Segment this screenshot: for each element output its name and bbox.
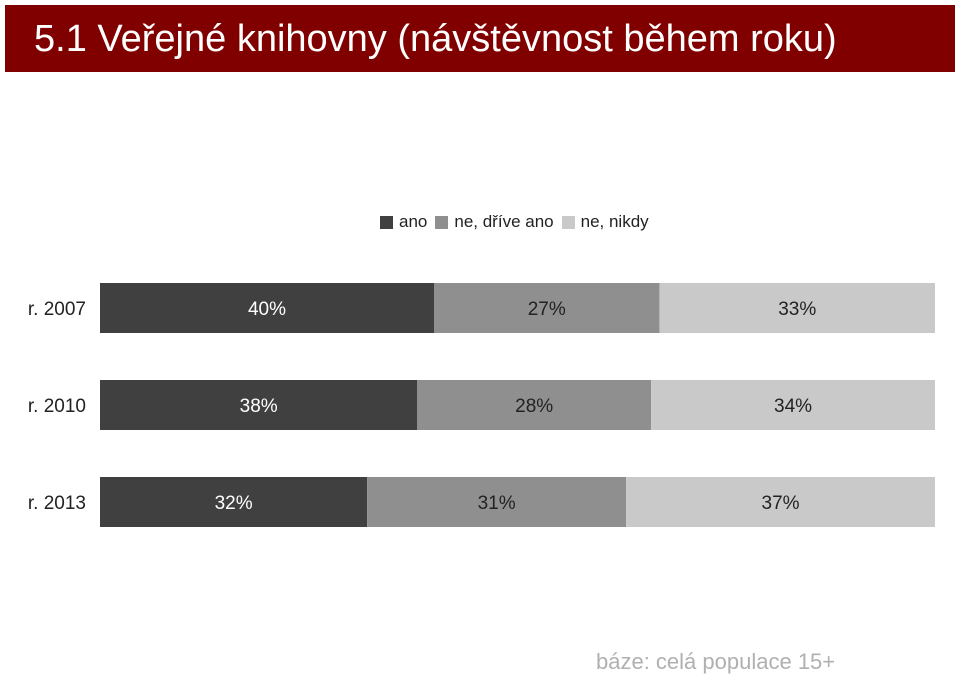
bar-segment — [100, 283, 434, 333]
data-label: 34% — [774, 396, 812, 417]
legend-item-ne-drive-ano: ne, dříve ano — [435, 212, 554, 232]
data-label: 31% — [478, 493, 516, 514]
data-label: 33% — [778, 299, 816, 320]
base-note: báze: celá populace 15+ — [596, 649, 836, 674]
data-label: 32% — [215, 493, 253, 514]
bar-segment — [417, 380, 652, 430]
category-label: r. 2010 — [28, 396, 86, 417]
legend-item-ano: ano — [380, 212, 427, 232]
legend-label-ne-drive-ano: ne, dříve ano — [454, 212, 554, 231]
legend-label-ne-nikdy: ne, nikdy — [580, 212, 649, 231]
bar-segment — [651, 380, 935, 430]
bar-segment — [100, 380, 418, 430]
legend-item-ne-nikdy: ne, nikdy — [561, 212, 649, 232]
category-label: r. 2007 — [28, 299, 86, 320]
legend-swatch-ne-nikdy — [561, 215, 575, 229]
category-label: r. 2013 — [28, 493, 86, 514]
chart-legend: ano ne, dříve ano ne, nikdy — [380, 212, 657, 232]
bar-segment — [659, 283, 935, 333]
data-label: 37% — [762, 493, 800, 514]
legend-swatch-ne-drive-ano — [435, 215, 449, 229]
data-label: 27% — [528, 299, 566, 320]
data-label: 28% — [515, 396, 553, 417]
legend-label-ano: ano — [399, 212, 428, 231]
bar-segment — [626, 477, 935, 527]
legend-swatch-ano — [380, 215, 393, 229]
bar-segment — [434, 283, 660, 333]
data-label: 38% — [240, 396, 278, 417]
bar-segment — [367, 477, 627, 527]
data-label: 40% — [248, 299, 286, 320]
title-bar: 5.1 Veřejné knihovny (návštěvnost během … — [5, 5, 955, 72]
page-title: 5.1 Veřejné knihovny (návštěvnost během … — [34, 18, 837, 60]
bar-segment — [100, 477, 368, 527]
